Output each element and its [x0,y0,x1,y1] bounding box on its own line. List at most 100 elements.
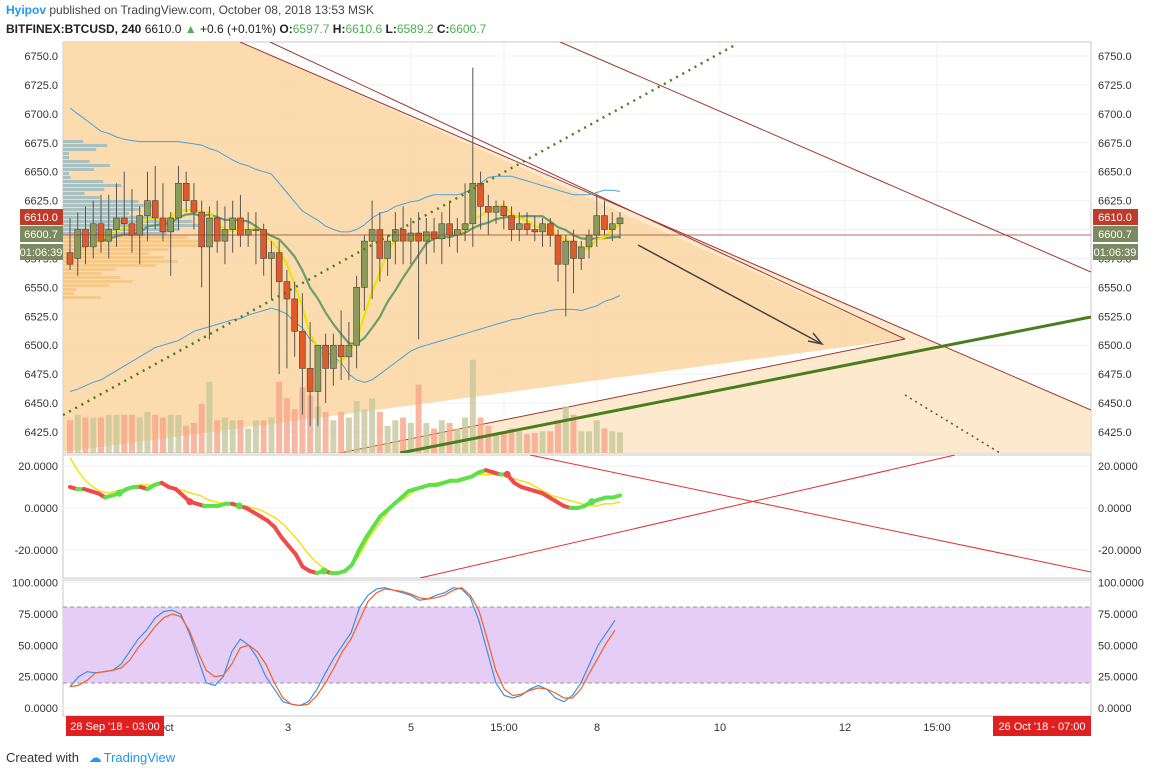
arrow-head-icon [807,332,824,346]
candle[interactable] [167,212,175,276]
volume-profile-bar [63,288,76,291]
candle[interactable] [159,183,167,242]
author-name[interactable]: Hyipov [6,3,47,17]
tradingview-brand[interactable]: TradingView [103,750,176,765]
candle[interactable] [190,183,198,230]
open-label: O: [279,22,293,36]
symbol-label[interactable]: BITFINEX:BTCUSD, 240 [6,22,142,36]
candle[interactable] [500,200,508,230]
candle[interactable] [306,322,314,427]
indicator1-line-up[interactable] [419,455,956,578]
candle[interactable] [570,229,577,294]
indicator1-pane[interactable] [62,454,1092,579]
candle-body [306,368,314,392]
volume-profile-bar [63,152,69,155]
candle-body [407,232,415,242]
trend-line-outer[interactable] [559,42,1091,273]
candle[interactable] [616,212,624,239]
candle[interactable] [376,212,384,282]
candle[interactable] [601,200,608,236]
volume-bar [462,417,469,453]
candle[interactable] [485,194,492,236]
candle[interactable] [97,194,105,253]
candle[interactable] [182,171,190,213]
candle[interactable] [291,281,298,357]
volume-bar [97,417,104,453]
candle[interactable] [539,217,546,247]
candle[interactable] [144,171,151,242]
forecast-arrow[interactable] [637,244,821,344]
candle[interactable] [198,200,205,288]
candle[interactable] [515,212,523,242]
stochastic-d-line[interactable] [69,587,616,707]
badge-last-left [20,226,63,242]
candle[interactable] [66,217,74,271]
candle-body [175,182,182,219]
candle[interactable] [523,212,531,236]
candle[interactable] [120,171,128,236]
volume-bar [562,406,569,453]
candle[interactable] [330,333,337,386]
candle-body [485,206,492,213]
volume-bar [82,417,89,453]
volume-bar [113,414,120,453]
indicator2-tick-right: 0.0000 [1098,703,1132,715]
candle[interactable] [492,200,500,224]
candle[interactable] [268,241,275,299]
trend-line-upper-2[interactable] [269,42,906,340]
tradingview-logo-icon[interactable]: ☁ [88,750,102,765]
trend-line-upper-1[interactable] [239,42,1091,411]
candle[interactable] [384,235,391,276]
indicator2-tick-left: 75.0000 [18,609,58,621]
candle-body [608,223,616,230]
candle-body [299,331,306,369]
candle-body [345,344,353,358]
dotted-projection-line[interactable] [63,43,736,417]
candle[interactable] [260,223,267,276]
candle[interactable] [299,293,306,415]
dotted-projection-line-2[interactable] [904,394,1001,453]
candle[interactable] [345,322,353,380]
volume-profile-bar [63,272,102,275]
range-end-text: 26 Oct '18 - 07:00 [998,721,1085,733]
volume-bar [524,434,531,453]
candle[interactable] [562,235,570,317]
candle[interactable] [337,310,345,380]
candle[interactable] [531,215,539,242]
candle[interactable] [322,333,329,404]
candle[interactable] [469,67,477,247]
candle[interactable] [477,171,484,230]
triangle-pattern[interactable] [63,42,905,452]
indicator2-tick-right: 25.0000 [1098,672,1138,684]
bollinger-upper-line[interactable] [69,107,621,233]
candle[interactable] [229,200,236,253]
indicator1-line-down[interactable] [529,455,1091,573]
candle[interactable] [314,344,322,427]
candle[interactable] [113,183,120,247]
candle[interactable] [74,212,82,276]
candle[interactable] [415,212,422,340]
triangle-outer[interactable] [240,42,1091,453]
volume-bar [214,420,221,453]
candle[interactable] [577,241,585,271]
candle[interactable] [252,212,260,265]
bollinger-lower-line[interactable] [69,295,621,392]
candle[interactable] [423,217,430,265]
candle[interactable] [461,183,469,242]
badge-timer-right [1093,244,1138,260]
candle[interactable] [213,200,221,253]
support-trendline[interactable] [399,315,1091,453]
candle[interactable] [438,212,446,265]
candle[interactable] [353,275,360,369]
candle[interactable] [275,241,283,375]
candle-body [113,217,120,230]
candle[interactable] [283,270,291,369]
volume-profile-bar [63,244,205,247]
candle[interactable] [175,165,182,230]
candle[interactable] [206,206,213,340]
candle[interactable] [407,217,415,265]
candle[interactable] [608,212,616,242]
volume-bar [345,417,352,453]
candle[interactable] [151,165,159,230]
